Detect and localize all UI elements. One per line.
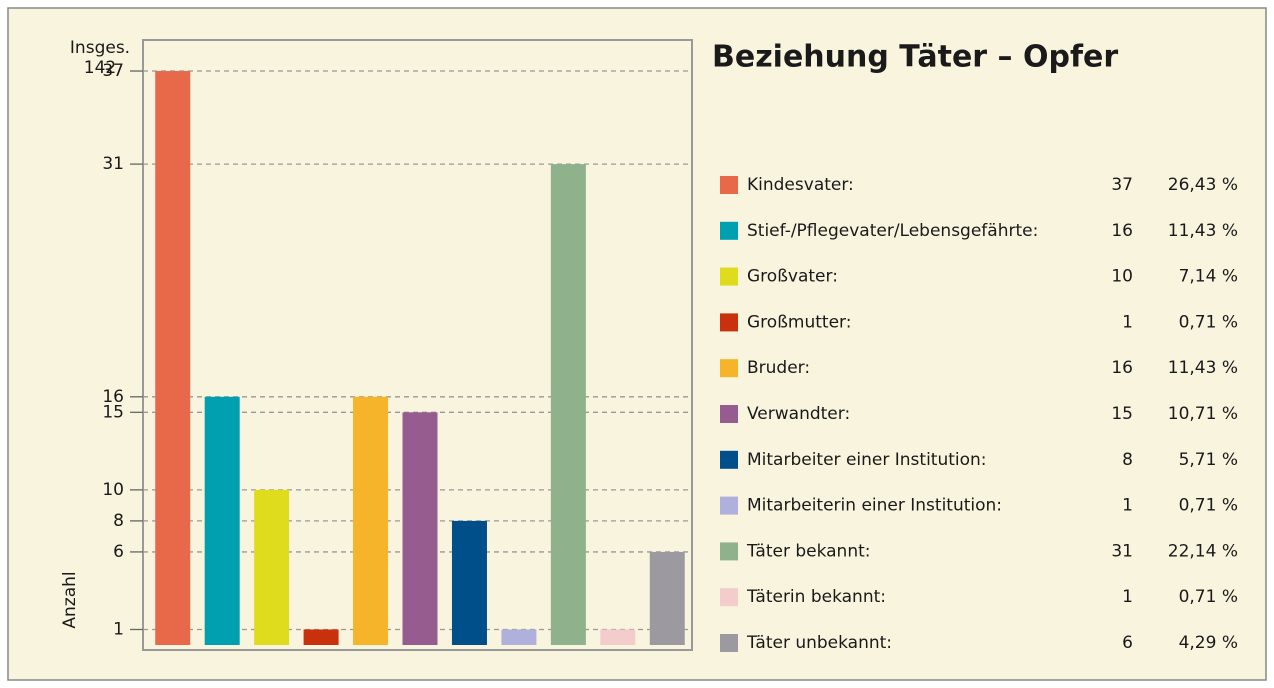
- y-tick-label: 31: [102, 154, 124, 174]
- bar: [353, 396, 389, 645]
- y-tick-label: 1: [113, 619, 124, 639]
- total-value: 142: [84, 58, 116, 78]
- legend-count: 16: [1111, 358, 1133, 378]
- legend-label: Stief-/Pflegevater/Lebensgefährte:: [747, 221, 1038, 241]
- legend-label: Großvater:: [747, 267, 838, 287]
- legend-count: 31: [1111, 541, 1133, 561]
- legend-count: 10: [1111, 267, 1133, 287]
- legend-swatch: [720, 634, 738, 652]
- bar: [550, 164, 586, 645]
- legend-count: 1: [1122, 496, 1133, 516]
- background: [7, 7, 1267, 681]
- legend-label: Verwandter:: [747, 404, 850, 424]
- bar: [451, 520, 487, 645]
- legend-share: 5,71 %: [1179, 450, 1238, 470]
- legend-share: 11,43 %: [1168, 358, 1238, 378]
- plot-frame: [142, 39, 693, 651]
- y-tick-label: 6: [113, 542, 124, 562]
- legend-swatch: [720, 405, 738, 423]
- legend-swatch: [720, 450, 738, 469]
- legend-count: 1: [1122, 312, 1133, 332]
- legend-label: Bruder:: [747, 358, 810, 378]
- legend-count: 8: [1122, 450, 1133, 470]
- legend-label: Täterin bekannt:: [746, 587, 886, 607]
- legend-label: Mitarbeiter einer Institution:: [747, 450, 987, 470]
- total-label: Insges.: [70, 38, 130, 58]
- y-tick-label: 10: [102, 480, 124, 500]
- legend-label: Täter bekannt:: [746, 541, 871, 561]
- bar: [501, 629, 537, 645]
- legend-share: 22,14 %: [1168, 541, 1238, 561]
- bar: [155, 71, 191, 646]
- legend-count: 37: [1111, 175, 1133, 195]
- y-axis-label: Anzahl: [60, 571, 80, 628]
- legend-share: 0,71 %: [1179, 496, 1238, 516]
- bar: [600, 629, 636, 645]
- bar: [303, 629, 339, 645]
- legend-share: 0,71 %: [1179, 587, 1238, 607]
- bar: [402, 412, 438, 645]
- legend-swatch: [720, 267, 738, 286]
- legend-swatch: [720, 313, 738, 332]
- legend-count: 1: [1122, 587, 1133, 607]
- legend-count: 16: [1111, 221, 1133, 241]
- bar: [649, 551, 685, 645]
- bar: [204, 396, 240, 645]
- legend-label: Großmutter:: [747, 312, 851, 332]
- legend-swatch: [720, 496, 738, 515]
- legend-swatch: [720, 221, 738, 240]
- y-tick-label: 15: [102, 402, 124, 422]
- legend-label: Mitarbeiterin einer Institution:: [747, 496, 1002, 516]
- legend-share: 0,71 %: [1179, 312, 1238, 332]
- chart-title: Beziehung Täter – Opfer: [712, 40, 1118, 75]
- legend-label: Kindesvater:: [747, 175, 854, 195]
- legend-share: 10,71 %: [1168, 404, 1238, 424]
- y-tick-label: 37: [102, 61, 124, 81]
- y-tick-label: 16: [102, 387, 124, 407]
- y-tick-label: 8: [113, 511, 124, 531]
- legend-swatch: [720, 542, 738, 561]
- bar: [254, 489, 290, 645]
- legend-share: 26,43 %: [1168, 175, 1238, 195]
- legend-swatch: [720, 176, 738, 194]
- legend-count: 15: [1111, 404, 1133, 424]
- legend-share: 7,14 %: [1179, 267, 1238, 287]
- legend-share: 4,29 %: [1179, 633, 1238, 653]
- legend-share: 11,43 %: [1168, 221, 1238, 241]
- legend-swatch: [720, 359, 738, 378]
- legend-count: 6: [1122, 633, 1133, 653]
- legend-label: Täter unbekannt:: [746, 633, 892, 653]
- legend-swatch: [720, 588, 738, 607]
